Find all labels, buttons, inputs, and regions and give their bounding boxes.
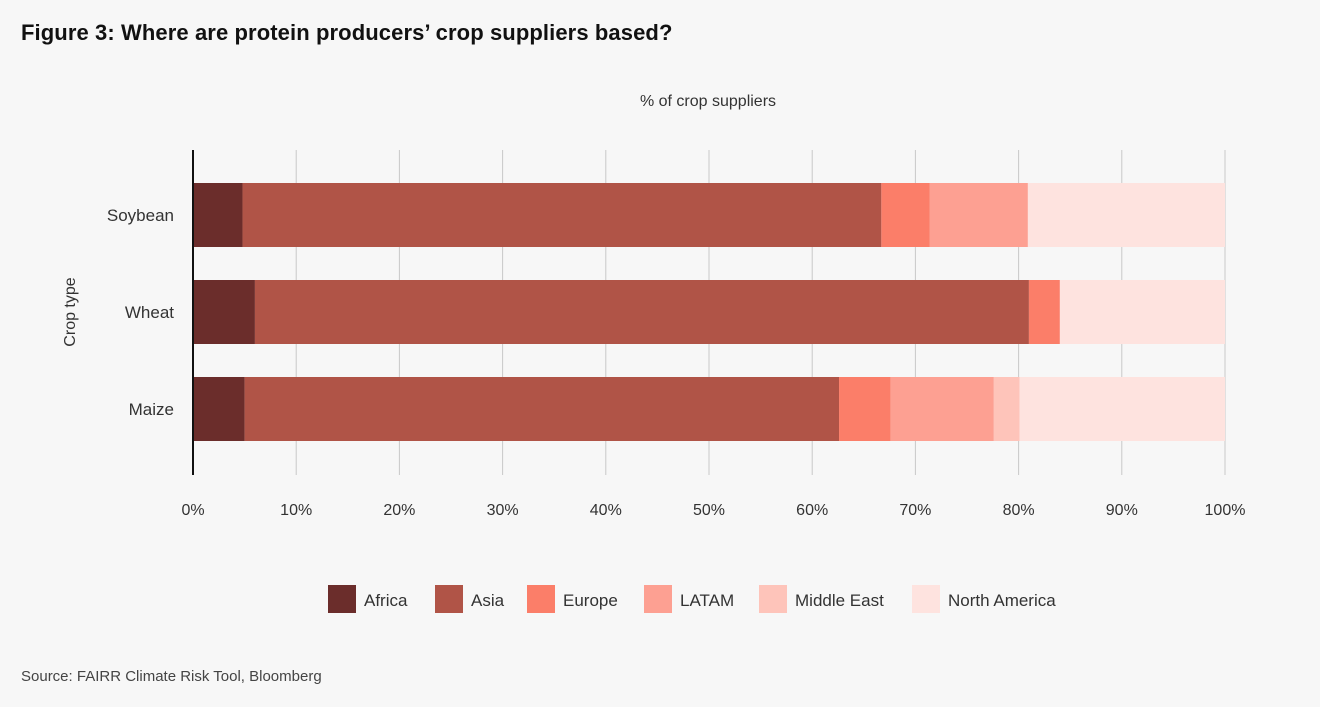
y-axis-label: Crop type <box>62 277 79 346</box>
legend-swatch-africa <box>328 585 356 613</box>
x-tick-labels: 0% 10% 20% 30% 40% 50% 60% 70% 80% 90% 100% <box>181 502 1245 519</box>
legend-label: Asia <box>471 591 505 610</box>
x-tick-label: 0% <box>181 502 204 519</box>
x-tick-label: 20% <box>383 502 415 519</box>
bars <box>193 183 1225 441</box>
x-tick-label: 50% <box>693 502 725 519</box>
legend-swatch-middle-east <box>759 585 787 613</box>
legend-swatch-north-america <box>912 585 940 613</box>
x-tick-label: 40% <box>590 502 622 519</box>
bar-segment-wheat-europe <box>1028 280 1060 344</box>
bar-segment-soybean-europe <box>881 183 930 247</box>
x-axis-label: % of crop suppliers <box>640 93 776 110</box>
category-labels: Soybean Wheat Maize <box>107 206 174 419</box>
legend-label: LATAM <box>680 591 734 610</box>
legend-label: Middle East <box>795 591 884 610</box>
legend-label: Europe <box>563 591 618 610</box>
bar-segment-maize-north-america <box>1019 377 1225 441</box>
category-label: Wheat <box>125 303 174 322</box>
bar-segment-maize-middle-east <box>993 377 1020 441</box>
legend-swatch-europe <box>527 585 555 613</box>
legend: Africa Asia Europe LATAM Middle East North Am… <box>328 585 1056 613</box>
figure-title: Figure 3: Where are protein producers’ c… <box>21 20 673 45</box>
x-tick-label: 100% <box>1205 502 1246 519</box>
bar-segment-soybean-africa <box>193 183 243 247</box>
x-tick-label: 70% <box>899 502 931 519</box>
bar-segment-wheat-africa <box>193 280 255 344</box>
bar-segment-maize-asia <box>244 377 840 441</box>
bar-segment-maize-africa <box>193 377 245 441</box>
x-tick-label: 30% <box>487 502 519 519</box>
bar-segment-wheat-asia <box>254 280 1029 344</box>
category-label: Maize <box>129 400 174 419</box>
bar-segment-maize-latam <box>890 377 994 441</box>
legend-swatch-asia <box>435 585 463 613</box>
category-label: Soybean <box>107 206 174 225</box>
bar-segment-soybean-latam <box>929 183 1028 247</box>
legend-label: North America <box>948 591 1056 610</box>
legend-label: Africa <box>364 591 408 610</box>
bar-segment-soybean-asia <box>242 183 882 247</box>
bar-segment-maize-europe <box>839 377 891 441</box>
x-tick-label: 80% <box>1003 502 1035 519</box>
legend-swatch-latam <box>644 585 672 613</box>
x-tick-label: 90% <box>1106 502 1138 519</box>
bar-segment-soybean-north-america <box>1027 183 1225 247</box>
bar-segment-wheat-north-america <box>1059 280 1225 344</box>
x-tick-label: 10% <box>280 502 312 519</box>
x-tick-label: 60% <box>796 502 828 519</box>
source-note: Source: FAIRR Climate Risk Tool, Bloombe… <box>21 668 322 685</box>
